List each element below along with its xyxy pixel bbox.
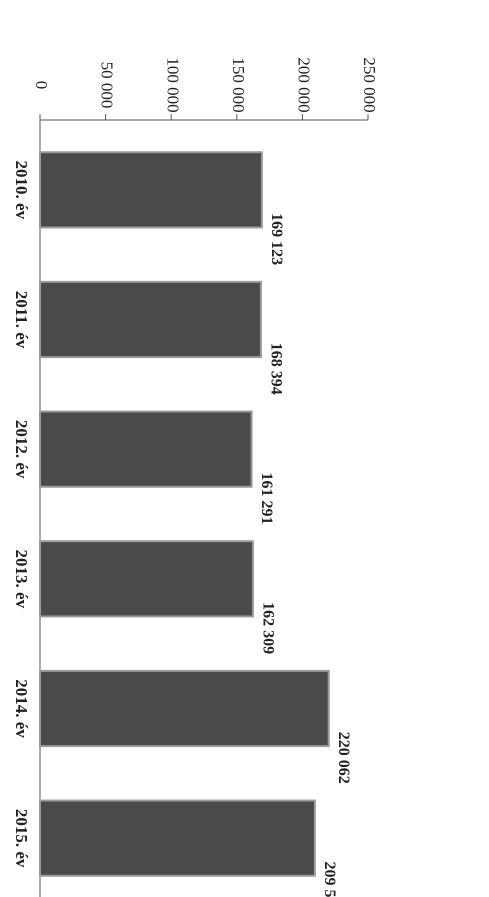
y-tick-label: 200 000 [294,57,313,112]
value-label: 220 062 [335,732,352,784]
x-tick-label: 2014. év [12,679,31,738]
x-tick-label: 2010. év [12,161,31,220]
bar [39,799,316,877]
value-label: 162 309 [259,602,276,654]
bar [39,151,263,229]
x-tick-label: 2015. év [12,809,31,868]
value-label: 169 123 [268,213,285,265]
bar [39,410,253,488]
bar [39,540,254,618]
x-tick-label: 2011. év [12,291,31,349]
value-label: 209 508 [321,861,338,897]
rotated-chart: 0 50 000 100 000 150 000 200 000 250 000 2010.… [12,57,379,897]
bar [39,669,330,748]
y-tick-label: 150 000 [229,57,248,112]
y-tick-label: 0 [32,81,51,90]
bar [39,280,262,359]
x-tick-label: 2012. év [12,420,31,479]
y-tick-label: 50 000 [98,62,117,109]
x-tick-label: 2013. év [12,550,31,609]
value-label: 161 291 [258,472,275,524]
value-label: 168 394 [267,343,284,395]
y-tick-label: 250 000 [360,57,379,112]
y-tick-label: 100 000 [163,57,182,112]
